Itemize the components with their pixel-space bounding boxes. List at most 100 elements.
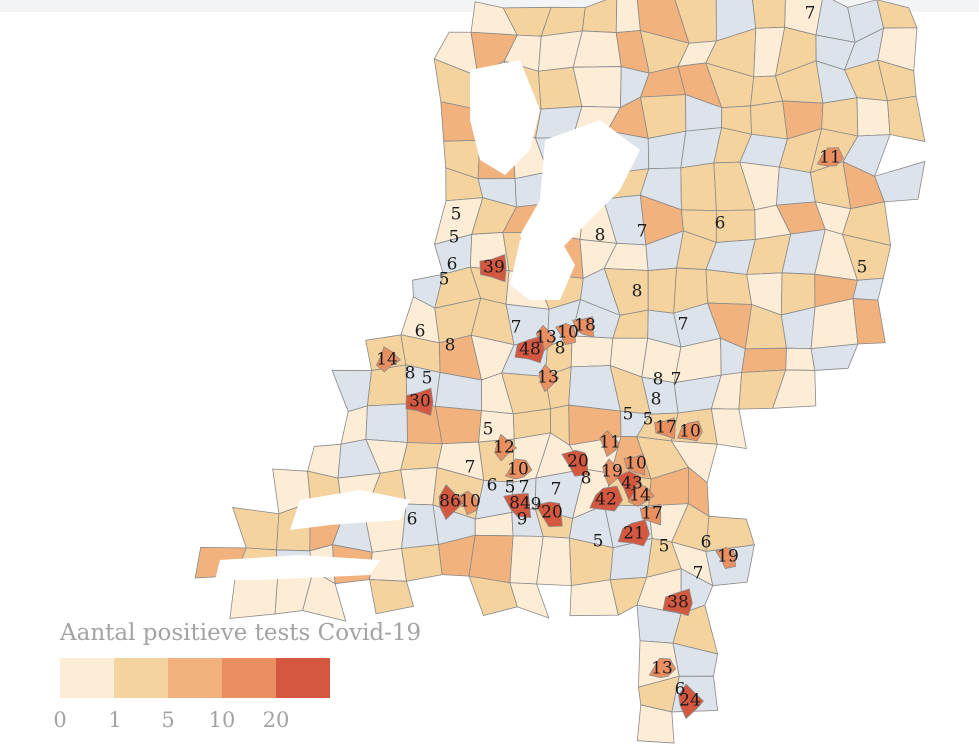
legend-swatch-0 xyxy=(60,658,114,698)
municipality-226[interactable] xyxy=(536,536,572,587)
highlighted-municipality-61[interactable] xyxy=(715,547,736,569)
municipality-8[interactable] xyxy=(752,0,786,29)
count-label: 17 xyxy=(655,418,677,438)
municipality-237[interactable] xyxy=(509,582,550,619)
municipality-234[interactable] xyxy=(302,570,347,622)
highlighted-municipality-41[interactable] xyxy=(602,458,623,487)
highlighted-municipality-6[interactable] xyxy=(479,254,507,283)
municipality-167[interactable] xyxy=(434,405,482,445)
municipality-78[interactable] xyxy=(776,166,816,206)
municipality-81[interactable] xyxy=(874,160,926,203)
count-label: 8 xyxy=(632,282,643,302)
legend-tick-10: 10 xyxy=(208,708,236,732)
municipality-224[interactable] xyxy=(468,534,514,584)
highlighted-municipality-64[interactable] xyxy=(648,657,677,679)
municipality-50[interactable] xyxy=(750,100,788,140)
highlighted-municipality-39[interactable] xyxy=(504,458,533,480)
municipality-149[interactable] xyxy=(810,343,859,371)
count-label: 6 xyxy=(487,476,498,496)
count-label: 18 xyxy=(574,316,596,336)
highlighted-municipality-55[interactable] xyxy=(535,501,563,528)
highlighted-municipality-48[interactable] xyxy=(458,490,479,516)
highlighted-municipality-19[interactable] xyxy=(514,335,545,364)
highlighted-municipality-22[interactable] xyxy=(538,364,560,393)
municipality-150[interactable] xyxy=(331,369,373,413)
count-label: 5 xyxy=(439,270,450,290)
highlighted-municipality-35[interactable] xyxy=(599,430,620,458)
highlighted-municipality-25[interactable] xyxy=(405,387,434,417)
municipality-31[interactable] xyxy=(572,66,622,108)
municipality-54[interactable] xyxy=(887,95,926,142)
municipality-248[interactable] xyxy=(636,704,675,744)
highlighted-municipality-51[interactable] xyxy=(589,485,623,512)
count-label: 19 xyxy=(601,462,623,482)
municipality-151[interactable] xyxy=(366,364,408,407)
municipality-53[interactable] xyxy=(856,97,891,137)
count-label: 43 xyxy=(621,474,643,494)
highlighted-municipality-1[interactable] xyxy=(816,147,844,167)
count-label: 5 xyxy=(593,532,604,552)
count-label: 5 xyxy=(857,258,868,278)
municipality-235[interactable] xyxy=(369,579,415,615)
highlighted-municipality-36[interactable] xyxy=(561,449,589,477)
highlighted-municipality-49[interactable] xyxy=(503,493,532,519)
municipality-117[interactable] xyxy=(705,269,753,305)
municipality-115[interactable] xyxy=(647,267,678,314)
municipality-222[interactable] xyxy=(401,544,443,582)
count-label: 42 xyxy=(595,490,617,510)
water-body-4 xyxy=(215,555,380,580)
municipality-164[interactable] xyxy=(340,405,368,445)
water-bodies xyxy=(215,60,640,580)
count-label: 19 xyxy=(717,547,739,567)
count-label: 20 xyxy=(567,452,589,472)
legend-tick-1: 1 xyxy=(108,708,122,732)
count-label: 7 xyxy=(678,315,689,335)
municipality-165[interactable] xyxy=(365,403,408,443)
legend-tick-0: 0 xyxy=(53,708,67,732)
count-label: 14 xyxy=(629,486,651,506)
count-label: 5 xyxy=(449,228,460,248)
highlighted-municipality-57[interactable] xyxy=(617,519,650,547)
highlighted-municipality-47[interactable] xyxy=(438,484,465,521)
highlighted-municipality-32[interactable] xyxy=(677,420,703,442)
municipality-12[interactable] xyxy=(876,0,918,29)
highlighted-municipality-18[interactable] xyxy=(572,316,595,338)
municipality-163[interactable] xyxy=(772,369,817,409)
highlighted-municipality-21[interactable] xyxy=(375,346,402,373)
count-label: 7 xyxy=(519,478,530,498)
municipality-232[interactable] xyxy=(229,575,279,619)
highlighted-municipality-34[interactable] xyxy=(494,433,518,462)
highlighted-municipality-66[interactable] xyxy=(678,683,704,720)
water-body-2 xyxy=(510,230,575,300)
municipality-179[interactable] xyxy=(400,442,443,471)
highlighted-municipality-17[interactable] xyxy=(555,323,576,345)
count-label: 48 xyxy=(519,340,541,360)
count-label: 9 xyxy=(517,510,528,530)
count-label: 13 xyxy=(651,659,673,679)
municipality-3[interactable] xyxy=(581,0,618,33)
highlighted-municipality-37[interactable] xyxy=(623,453,646,476)
count-label: 30 xyxy=(409,392,431,412)
municipality-201[interactable] xyxy=(232,506,280,551)
municipality-175[interactable] xyxy=(710,408,747,450)
highlighted-municipality-52[interactable] xyxy=(627,483,655,507)
count-label: 8 xyxy=(653,370,664,390)
municipality-134[interactable] xyxy=(810,298,859,350)
count-label: 13 xyxy=(535,328,557,348)
municipality-47[interactable] xyxy=(640,94,687,139)
highlighted-municipality-31[interactable] xyxy=(654,417,676,440)
municipality-75[interactable] xyxy=(680,162,717,212)
legend-tick-5: 5 xyxy=(161,708,175,732)
highlighted-municipality-63[interactable] xyxy=(662,588,693,617)
municipality-4[interactable] xyxy=(615,0,641,33)
count-label: 8 xyxy=(405,364,416,384)
municipality-148[interactable] xyxy=(785,347,816,371)
count-label: 7 xyxy=(511,318,522,338)
count-label: 6 xyxy=(415,322,426,342)
municipality-135[interactable] xyxy=(852,298,886,345)
municipality-147[interactable] xyxy=(741,347,787,373)
municipality-121[interactable] xyxy=(852,277,884,301)
count-label: 24 xyxy=(679,691,701,711)
